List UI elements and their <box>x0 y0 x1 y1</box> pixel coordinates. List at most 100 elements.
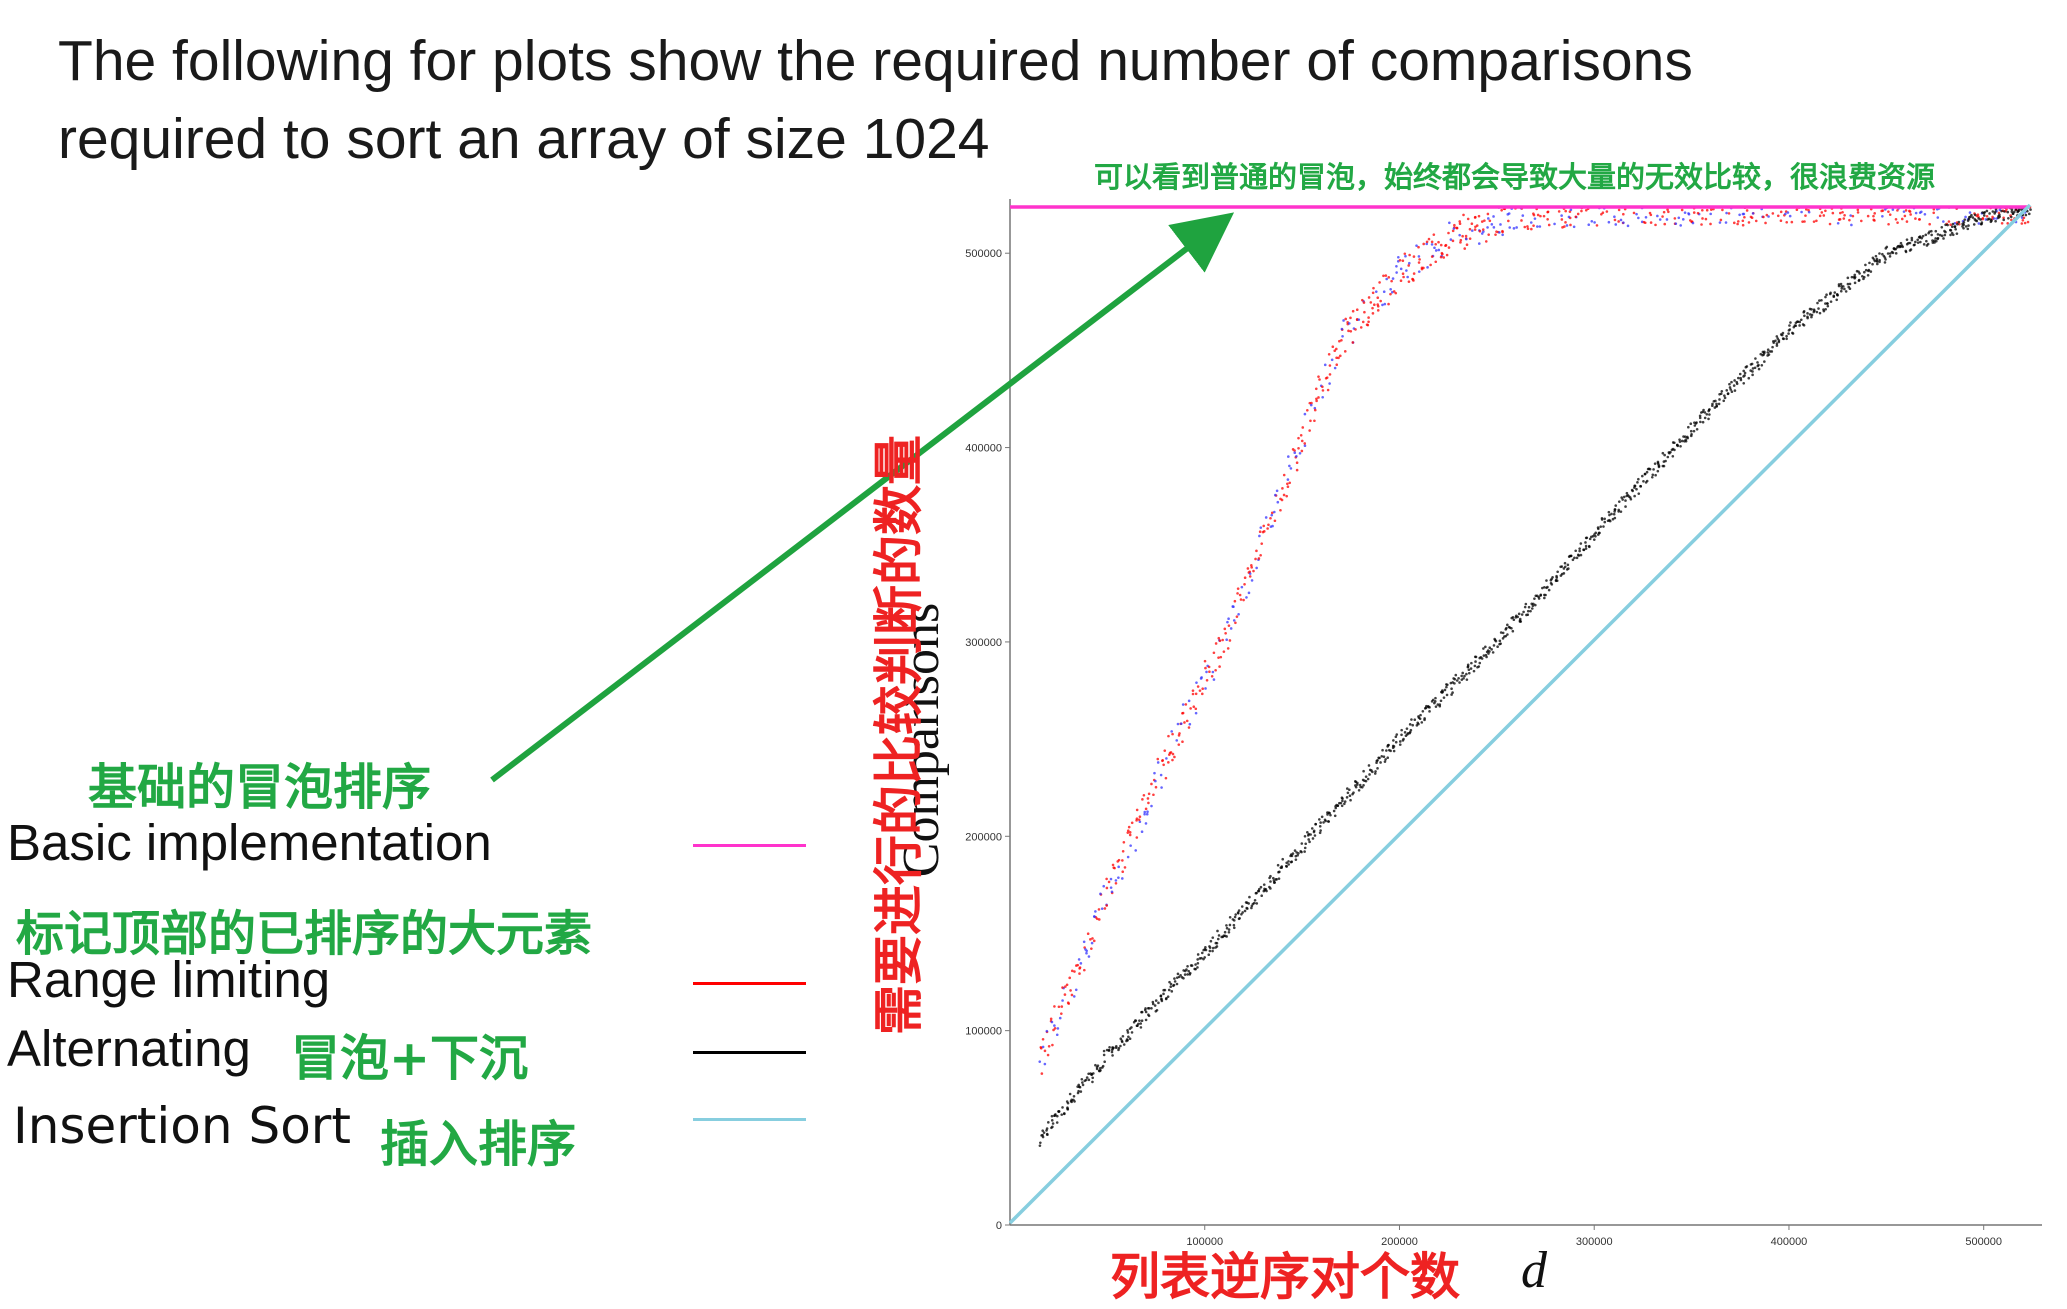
data-point <box>1799 318 1803 322</box>
legend-alternating-label: Alternating <box>7 1020 251 1077</box>
data-point <box>1460 674 1463 678</box>
data-point <box>1321 389 1325 392</box>
data-point <box>1401 259 1405 263</box>
data-point <box>1089 1072 1092 1075</box>
data-point <box>1354 328 1357 331</box>
data-point <box>1955 232 1959 235</box>
data-point <box>1944 223 1947 227</box>
data-point <box>1602 525 1605 528</box>
data-point <box>1428 706 1431 709</box>
y-tick-label: 400000 <box>965 443 1002 455</box>
data-point <box>1994 219 1997 223</box>
data-point <box>1270 511 1274 515</box>
data-point <box>1297 446 1300 450</box>
data-point <box>1421 710 1425 713</box>
data-point <box>1228 923 1232 927</box>
data-point <box>1940 225 1944 229</box>
data-point <box>1815 219 1818 223</box>
data-point <box>1979 222 1983 226</box>
data-point <box>1203 956 1207 959</box>
data-point <box>1236 587 1240 590</box>
data-point <box>1411 723 1414 727</box>
data-point <box>1681 218 1685 221</box>
data-point <box>1061 1106 1064 1109</box>
data-point <box>1394 291 1398 295</box>
data-point <box>1849 214 1852 217</box>
data-point <box>1439 699 1443 703</box>
data-point <box>1150 1007 1153 1010</box>
data-point <box>1072 1098 1075 1102</box>
data-point <box>1212 678 1216 681</box>
data-point <box>1912 243 1916 247</box>
data-point <box>1134 849 1138 852</box>
data-point <box>1286 478 1290 481</box>
data-point <box>1665 218 1669 221</box>
data-point <box>1161 759 1164 763</box>
data-point <box>1175 976 1179 979</box>
data-point <box>1876 262 1879 266</box>
data-point <box>1473 664 1477 668</box>
data-point <box>1619 510 1623 513</box>
data-point <box>1204 666 1207 670</box>
data-point <box>1317 396 1320 399</box>
data-point <box>1377 756 1380 760</box>
data-point <box>1554 578 1558 582</box>
data-point <box>1447 231 1450 235</box>
data-point <box>1085 951 1088 955</box>
data-point <box>1751 367 1755 370</box>
data-point <box>1439 243 1443 247</box>
data-point <box>1196 961 1200 965</box>
data-point <box>1576 212 1580 216</box>
data-point <box>1800 210 1803 214</box>
data-point <box>1742 381 1746 385</box>
x-tick-label: 300000 <box>1576 1236 1613 1248</box>
data-point <box>1580 209 1583 213</box>
data-point <box>1669 450 1672 454</box>
data-point <box>1635 212 1638 216</box>
data-point <box>1338 339 1341 343</box>
data-point <box>1771 212 1775 215</box>
data-point <box>1240 585 1244 589</box>
data-point <box>1698 414 1702 418</box>
data-point <box>1790 220 1794 224</box>
data-point <box>1643 221 1647 225</box>
data-point <box>1632 211 1636 215</box>
data-point <box>1232 919 1236 922</box>
data-point <box>1243 576 1247 580</box>
data-point <box>1820 211 1824 214</box>
data-point <box>1603 517 1606 521</box>
data-point <box>1470 661 1473 665</box>
data-point <box>1285 494 1288 498</box>
data-point <box>1340 804 1344 808</box>
data-point <box>1751 212 1755 215</box>
data-point <box>1273 510 1276 514</box>
data-point <box>1788 328 1792 331</box>
data-point <box>1205 670 1208 674</box>
data-point <box>1621 498 1624 501</box>
data-point <box>1949 233 1952 237</box>
data-point <box>1293 849 1297 852</box>
data-point <box>1539 214 1542 218</box>
legend-alternating-swatch <box>693 1051 806 1054</box>
data-point <box>1822 308 1825 311</box>
data-point <box>1434 249 1438 252</box>
data-point <box>1775 335 1779 338</box>
data-point <box>1936 236 1940 240</box>
data-point <box>1868 261 1871 265</box>
data-point <box>1468 227 1472 231</box>
data-point <box>1175 739 1179 742</box>
data-point <box>1228 639 1232 642</box>
data-point <box>1227 617 1230 621</box>
data-point <box>1406 275 1409 279</box>
data-point <box>1613 508 1617 511</box>
data-point <box>1360 785 1364 789</box>
data-point <box>1417 270 1421 273</box>
data-point <box>1380 754 1384 758</box>
data-point <box>1541 586 1544 590</box>
data-point <box>1981 217 1984 221</box>
data-point <box>1537 597 1541 600</box>
data-point <box>1121 849 1125 853</box>
data-point <box>1905 238 1909 241</box>
data-point <box>1994 210 1997 214</box>
data-point <box>1265 889 1268 893</box>
